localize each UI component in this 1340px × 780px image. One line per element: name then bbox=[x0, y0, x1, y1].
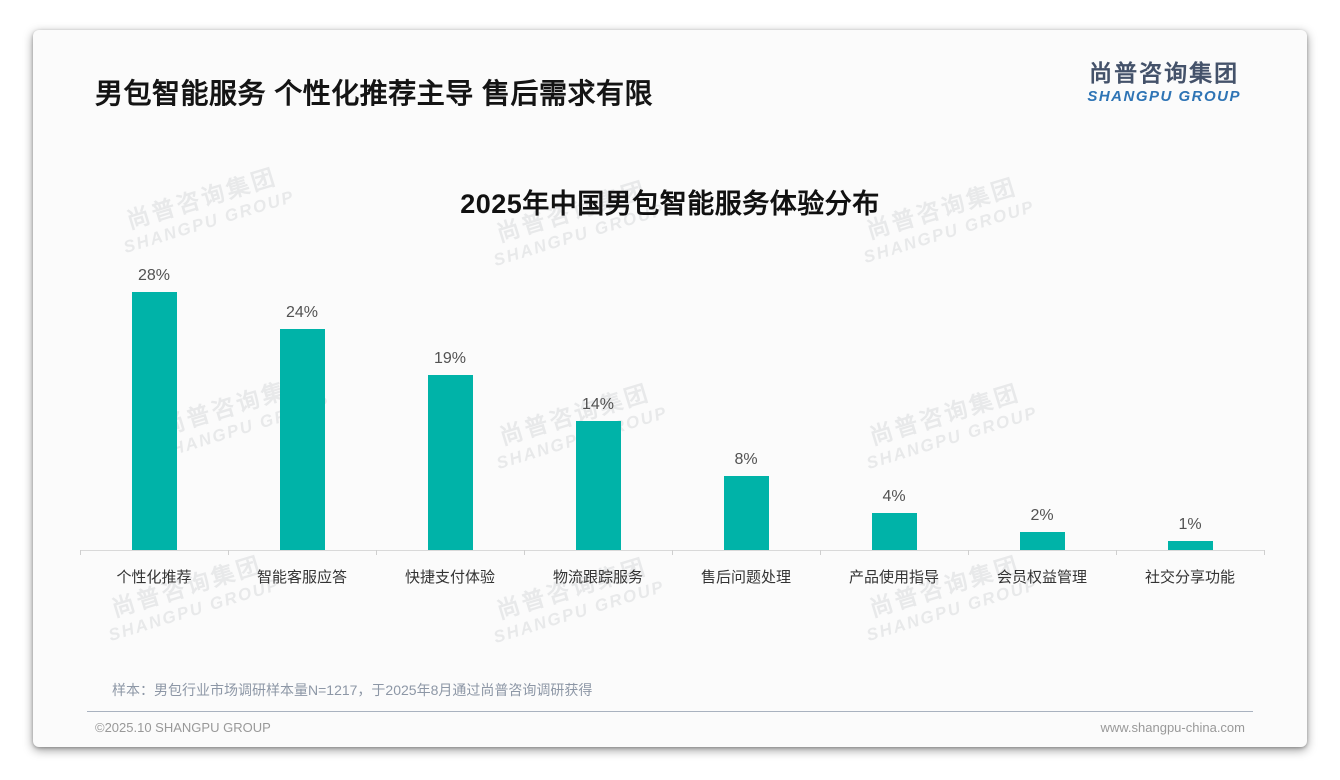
axis-tick bbox=[1116, 550, 1117, 555]
category-label: 会员权益管理 bbox=[996, 569, 1087, 586]
slide-card: 男包智能服务 个性化推荐主导 售后需求有限 尚普咨询集团 SHANGPU GRO… bbox=[33, 30, 1307, 747]
sample-note: 样本：男包行业市场调研样本量N=1217，于2025年8月通过尚普咨询调研获得 bbox=[112, 682, 593, 698]
axis-tick bbox=[820, 550, 821, 555]
watermark-chinese-text: 尚普咨询集团 bbox=[493, 553, 651, 624]
bar-value-label: 8% bbox=[734, 451, 758, 468]
category-label: 售后问题处理 bbox=[700, 569, 791, 586]
category-label: 社交分享功能 bbox=[1144, 569, 1235, 586]
company-logo: 尚普咨询集团 SHANGPU GROUP bbox=[1087, 60, 1241, 105]
category-label: 物流跟踪服务 bbox=[552, 569, 643, 586]
bar-value-label: 28% bbox=[137, 267, 171, 284]
bar-group: 8% 售后问题处理 bbox=[672, 180, 820, 586]
bar-value-label: 4% bbox=[882, 488, 906, 505]
bar-group: 24% 智能客服应答 bbox=[228, 180, 376, 586]
bar bbox=[1019, 532, 1065, 550]
category-label: 智能客服应答 bbox=[256, 569, 347, 586]
bar-value-label: 19% bbox=[433, 350, 467, 367]
bar bbox=[131, 292, 177, 550]
footer-divider bbox=[87, 711, 1253, 712]
bar-group: 2% 会员权益管理 bbox=[968, 180, 1116, 586]
bar bbox=[427, 375, 473, 550]
axis-tick bbox=[80, 550, 81, 555]
axis-tick bbox=[968, 550, 969, 555]
category-label: 快捷支付体验 bbox=[404, 569, 495, 586]
bar-group: 19% 快捷支付体验 bbox=[376, 180, 524, 586]
bar-value-label: 2% bbox=[1030, 507, 1054, 524]
bar-group: 4% 产品使用指导 bbox=[820, 180, 968, 586]
bar-group: 1% 社交分享功能 bbox=[1116, 180, 1264, 586]
website-url: www.shangpu-china.com bbox=[1100, 720, 1245, 735]
page-title: 男包智能服务 个性化推荐主导 售后需求有限 bbox=[95, 78, 654, 109]
axis-tick bbox=[228, 550, 229, 555]
bar-group: 28% 个性化推荐 bbox=[80, 180, 228, 586]
bar bbox=[575, 421, 621, 550]
watermark: 尚普咨询集团 SHANGPU GROUP bbox=[845, 544, 1051, 649]
axis-tick bbox=[524, 550, 525, 555]
bar bbox=[723, 476, 769, 550]
logo-chinese-text: 尚普咨询集团 bbox=[1089, 60, 1240, 86]
copyright-text: ©2025.10 SHANGPU GROUP bbox=[95, 720, 271, 735]
bar bbox=[279, 329, 325, 550]
bar-value-label: 14% bbox=[581, 396, 615, 413]
bar bbox=[1167, 541, 1213, 550]
axis-tick bbox=[376, 550, 377, 555]
watermark: 尚普咨询集团 SHANGPU GROUP bbox=[472, 546, 678, 651]
axis-tick bbox=[1264, 550, 1265, 555]
bar-group: 14% 物流跟踪服务 bbox=[524, 180, 672, 586]
category-label: 产品使用指导 bbox=[848, 569, 939, 586]
bar bbox=[871, 513, 917, 550]
watermark: 尚普咨询集团 SHANGPU GROUP bbox=[87, 544, 293, 649]
chart-title: 2025年中国男包智能服务体验分布 bbox=[460, 189, 880, 219]
bar-value-label: 1% bbox=[1178, 516, 1202, 533]
logo-english-text: SHANGPU GROUP bbox=[1087, 87, 1241, 105]
category-label: 个性化推荐 bbox=[116, 569, 192, 586]
plot-area: 28% 个性化推荐 24% 智能客服应答 19% 快捷支付体验 14% 物流跟踪服务 8% 售后问… bbox=[80, 180, 1265, 586]
bar-value-label: 24% bbox=[285, 304, 319, 321]
axis-tick bbox=[672, 550, 673, 555]
